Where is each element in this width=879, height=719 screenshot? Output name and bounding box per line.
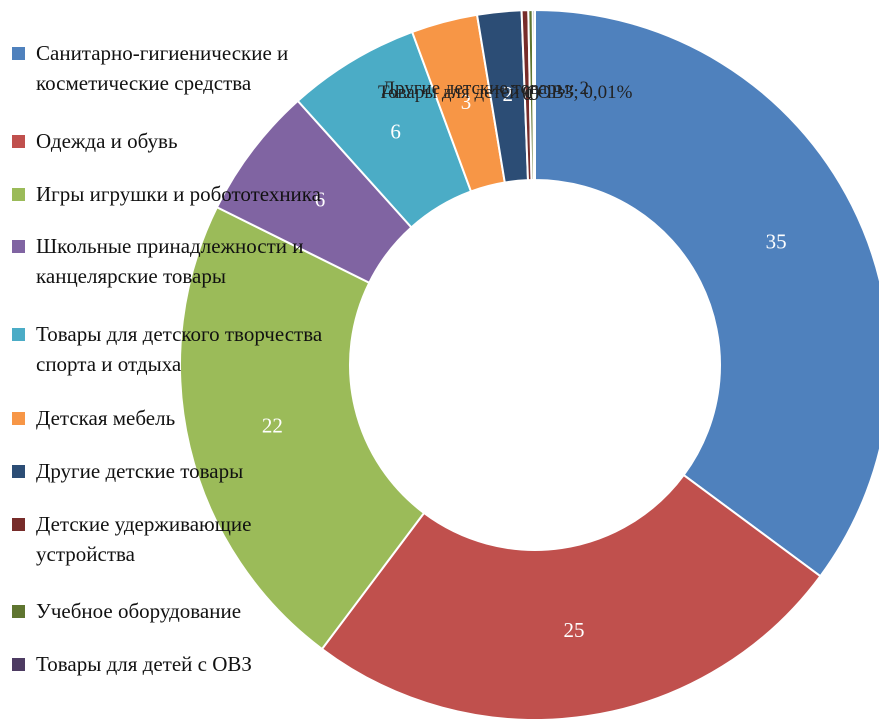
donut-slice bbox=[320, 473, 822, 719]
legend-label: Детские удерживающие устройства bbox=[36, 512, 252, 566]
legend-swatch bbox=[12, 328, 25, 341]
legend-label: Игры игрушки и робототехника bbox=[36, 182, 321, 206]
data-label: 3 bbox=[461, 90, 472, 114]
data-label: 25 bbox=[564, 618, 585, 642]
legend-label: Санитарно-гигиенические и косметические … bbox=[36, 41, 289, 95]
legend-label: Учебное оборудование bbox=[36, 599, 242, 623]
legend-item: Учебное оборудование bbox=[12, 596, 352, 626]
legend-item: Школьные принадлежности и канцелярские т… bbox=[12, 231, 352, 291]
legend-item: Игры игрушки и робототехника bbox=[12, 179, 352, 209]
legend-item: Другие детские товары bbox=[12, 456, 352, 486]
legend-label: Детская мебель bbox=[36, 406, 176, 430]
legend-swatch bbox=[12, 518, 25, 531]
legend-swatch bbox=[12, 605, 25, 618]
legend-item: Одежда и обувь bbox=[12, 126, 352, 156]
legend-label: Товары для детского творчества спорта и … bbox=[36, 322, 323, 376]
data-label: 2 bbox=[503, 82, 514, 106]
data-label: 0 bbox=[526, 81, 537, 105]
data-label: 0 bbox=[529, 81, 540, 105]
donut-slice bbox=[179, 205, 426, 651]
donut-slice bbox=[534, 8, 879, 578]
legend-item: Детские удерживающие устройства bbox=[12, 509, 352, 569]
legend-item: Санитарно-гигиенические и косметические … bbox=[12, 38, 352, 98]
legend-label: Товары для детей с ОВЗ bbox=[36, 652, 252, 676]
legend-swatch bbox=[12, 135, 25, 148]
legend-swatch bbox=[12, 412, 25, 425]
legend-item: Детская мебель bbox=[12, 403, 352, 433]
data-label: 0 bbox=[522, 81, 533, 105]
legend-swatch bbox=[12, 465, 25, 478]
legend-label: Одежда и обувь bbox=[36, 129, 178, 153]
legend-swatch bbox=[12, 188, 25, 201]
legend-swatch bbox=[12, 47, 25, 60]
legend-swatch bbox=[12, 658, 25, 671]
legend-swatch bbox=[12, 240, 25, 253]
data-label: 22 bbox=[262, 413, 283, 437]
data-label: 6 bbox=[390, 120, 401, 144]
data-label: 35 bbox=[766, 229, 787, 253]
annotation: Другие детские товары; 2 bbox=[382, 78, 590, 99]
legend-label: Школьные принадлежности и канцелярские т… bbox=[36, 234, 304, 288]
donut-slice bbox=[531, 8, 536, 182]
annotation: Товары для детей с ОВЗ; 0,01% bbox=[378, 82, 633, 103]
legend-item: Товары для детского творчества спорта и … bbox=[12, 319, 352, 379]
data-label: 6 bbox=[315, 187, 326, 211]
legend-label: Другие детские товары bbox=[36, 459, 244, 483]
legend-item: Товары для детей с ОВЗ bbox=[12, 649, 352, 679]
